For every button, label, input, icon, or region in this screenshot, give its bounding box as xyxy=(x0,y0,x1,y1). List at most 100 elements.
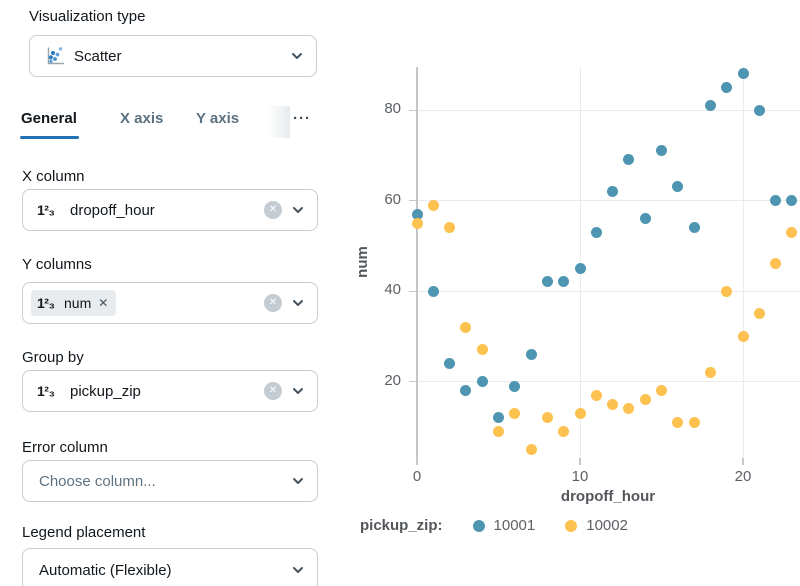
chart-area: num dropoff_hour pickup_zip: 10001 10002 … xyxy=(340,0,800,586)
clear-icon[interactable]: ✕ xyxy=(264,382,282,400)
data-point[interactable] xyxy=(525,443,537,455)
data-point[interactable] xyxy=(558,425,570,437)
y-tick-label: 80 xyxy=(384,100,401,117)
data-point[interactable] xyxy=(623,403,635,415)
data-point[interactable] xyxy=(460,321,472,333)
data-point[interactable] xyxy=(704,99,716,111)
tab-general[interactable]: General xyxy=(20,110,79,139)
data-point[interactable] xyxy=(444,357,456,369)
legend-placement-value: Automatic (Flexible) xyxy=(39,561,172,579)
data-point[interactable] xyxy=(427,285,439,297)
data-point[interactable] xyxy=(672,416,684,428)
data-point[interactable] xyxy=(460,385,472,397)
chevron-down-icon xyxy=(291,563,305,577)
data-point[interactable] xyxy=(558,276,570,288)
error-column-label: Error column xyxy=(22,439,108,456)
legend-item[interactable]: 10001 xyxy=(472,517,536,534)
group-by-value: pickup_zip xyxy=(70,382,141,400)
legend-dot-icon xyxy=(472,519,485,532)
data-point[interactable] xyxy=(688,416,700,428)
tab-overflow-button[interactable]: ··· xyxy=(293,110,311,127)
y-gridline xyxy=(417,381,800,382)
number-type-icon: 1²₃ xyxy=(37,295,55,311)
data-point[interactable] xyxy=(704,366,716,378)
chevron-down-icon xyxy=(291,296,305,310)
clear-icon[interactable]: ✕ xyxy=(264,201,282,219)
x-gridline xyxy=(579,67,581,458)
data-point[interactable] xyxy=(607,185,619,197)
data-point[interactable] xyxy=(753,308,765,320)
data-point[interactable] xyxy=(770,258,782,270)
data-point[interactable] xyxy=(444,222,456,234)
data-point[interactable] xyxy=(737,330,749,342)
clear-icon[interactable]: ✕ xyxy=(264,294,282,312)
x-tick xyxy=(579,458,581,465)
y-columns-select[interactable]: 1²₃ num ✕ ✕ xyxy=(22,282,318,324)
data-point[interactable] xyxy=(656,145,667,157)
scatter-chart-icon xyxy=(44,45,66,67)
chevron-down-icon xyxy=(291,474,305,488)
chevron-down-icon xyxy=(290,49,304,63)
data-point[interactable] xyxy=(639,213,651,225)
tab-scroll-fade xyxy=(268,106,290,138)
data-point[interactable] xyxy=(607,398,619,410)
viz-type-select[interactable]: Scatter xyxy=(29,35,317,77)
data-point[interactable] xyxy=(411,208,423,220)
legend-items: 10001 10002 xyxy=(472,517,628,534)
tab-x-axis[interactable]: X axis xyxy=(120,110,164,127)
config-panel: Visualization type Scatter General xyxy=(0,0,340,586)
data-point[interactable] xyxy=(476,376,488,387)
number-type-icon: 1²₃ xyxy=(37,202,55,218)
data-point[interactable] xyxy=(753,104,765,116)
data-point[interactable] xyxy=(411,217,423,229)
data-point[interactable] xyxy=(786,195,798,206)
data-point[interactable] xyxy=(688,222,700,234)
y-tick xyxy=(409,290,417,292)
data-point[interactable] xyxy=(541,412,553,424)
data-point[interactable] xyxy=(509,407,521,419)
group-by-label: Group by xyxy=(22,349,84,366)
data-point[interactable] xyxy=(476,344,488,356)
data-point[interactable] xyxy=(786,226,798,238)
x-column-label: X column xyxy=(22,168,85,185)
data-point[interactable] xyxy=(590,226,602,238)
viz-type-value: Scatter xyxy=(74,47,122,65)
data-point[interactable] xyxy=(590,389,602,401)
data-point[interactable] xyxy=(639,394,651,406)
data-point[interactable] xyxy=(672,181,684,193)
y-tick xyxy=(409,381,417,382)
tab-bar: General X axis Y axis ··· xyxy=(20,106,320,142)
data-point[interactable] xyxy=(721,285,733,297)
x-tick xyxy=(742,458,744,465)
data-point[interactable] xyxy=(737,68,749,80)
group-by-select[interactable]: 1²₃ pickup_zip ✕ xyxy=(22,370,318,412)
remove-chip-icon[interactable]: ✕ xyxy=(98,296,109,310)
legend-item[interactable]: 10002 xyxy=(565,517,628,534)
data-point[interactable] xyxy=(541,276,553,288)
chevron-down-icon xyxy=(291,203,305,217)
y-gridline xyxy=(417,290,800,292)
legend-item-label: 10002 xyxy=(586,517,628,534)
tab-y-axis[interactable]: Y axis xyxy=(196,110,240,127)
y-column-chip: 1²₃ num ✕ xyxy=(31,290,117,316)
data-point[interactable] xyxy=(427,199,439,211)
data-point[interactable] xyxy=(509,380,521,392)
legend-item-label: 10001 xyxy=(493,517,536,534)
x-column-select[interactable]: 1²₃ dropoff_hour ✕ xyxy=(22,189,318,231)
data-point[interactable] xyxy=(623,154,635,166)
y-gridline xyxy=(417,200,800,201)
data-point[interactable] xyxy=(493,412,504,424)
data-point[interactable] xyxy=(574,407,586,419)
chevron-down-icon xyxy=(291,384,305,398)
data-point[interactable] xyxy=(721,81,733,93)
data-point[interactable] xyxy=(770,195,782,206)
error-column-select[interactable]: Choose column... xyxy=(22,460,318,502)
data-point[interactable] xyxy=(574,262,586,274)
legend-placement-select[interactable]: Automatic (Flexible) xyxy=(22,548,318,586)
data-point[interactable] xyxy=(525,348,537,360)
data-point[interactable] xyxy=(656,385,667,397)
x-gridline xyxy=(742,67,744,458)
data-point[interactable] xyxy=(493,425,504,437)
y-tick xyxy=(409,200,417,201)
y-gridline xyxy=(417,109,800,111)
